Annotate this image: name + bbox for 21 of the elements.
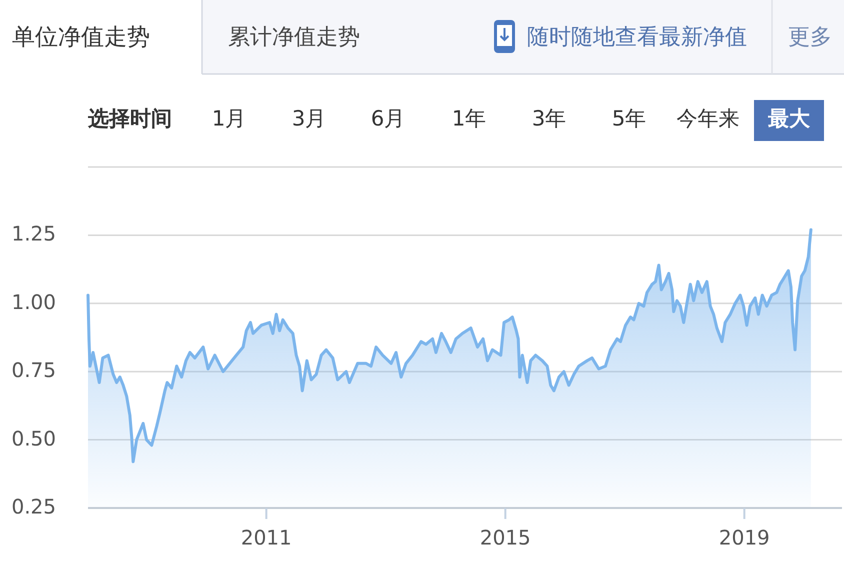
link: 更多 (788, 25, 832, 50)
label: 选择时间 (88, 106, 172, 131)
link: 随时随地查看最新净值 (527, 25, 747, 50)
y-tick-label: 0.50 (11, 426, 56, 450)
button-selected: 最大 (754, 100, 824, 141)
option-label: 3年 (532, 106, 566, 131)
x-tick-label: 2011 (240, 525, 292, 550)
chart-title: 单位净值走势 (12, 24, 150, 50)
tab-label: 累计净值走势 (228, 25, 360, 50)
option-label: 1月 (212, 106, 246, 131)
option-label: 今年来 (676, 106, 740, 131)
option-label: 6月 (370, 106, 406, 131)
x-tick-label: 2019 (718, 525, 770, 550)
y-tick-label: 1.00 (11, 290, 56, 314)
x-tick-label: 2015 (480, 525, 531, 550)
option-label: 1年 (452, 106, 486, 131)
y-tick-label: 0.75 (11, 358, 56, 382)
option-label: 3月 (292, 106, 326, 131)
y-tick-label: 0.25 (11, 494, 56, 518)
y-tick-label: 1.25 (11, 222, 56, 246)
option-label: 5年 (612, 106, 646, 131)
